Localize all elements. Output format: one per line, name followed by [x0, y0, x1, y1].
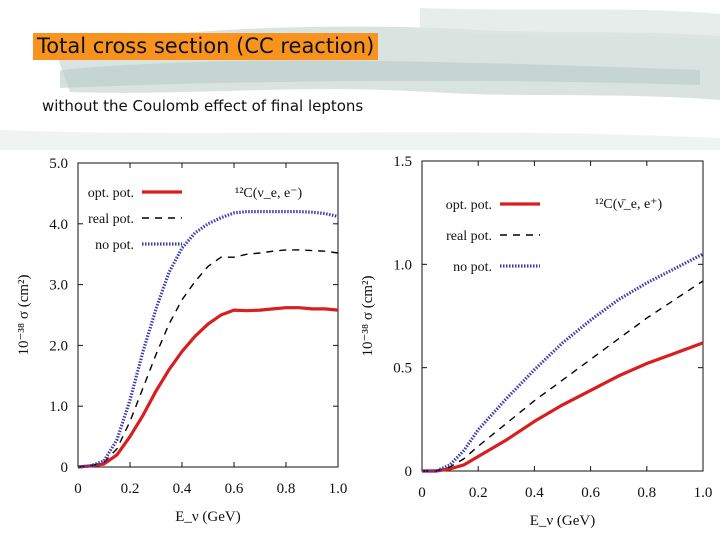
legend-label: opt. pot.	[88, 186, 134, 201]
y-tick-label: 0.5	[393, 361, 412, 377]
series-line-dotted	[422, 252, 704, 473]
x-axis-label: E_ν (GeV)	[175, 509, 241, 525]
x-tick-label: 0.2	[121, 481, 140, 497]
x-tick-label: 0.8	[277, 481, 296, 497]
y-axis-label: 10⁻³⁸ σ (cm²)	[360, 275, 376, 356]
series-line-dotted	[77, 210, 339, 469]
x-tick-label: 0.2	[469, 485, 488, 501]
y-tick-label: 5.0	[49, 156, 68, 172]
reaction-label: ¹²C(ν̄_e, e⁺)	[595, 197, 663, 212]
y-tick-label: 1.0	[393, 257, 412, 273]
x-tick-label: 0	[418, 485, 426, 501]
x-tick-label: 0.8	[637, 485, 656, 501]
x-tick-label: 0	[74, 481, 82, 497]
legend-label: no pot.	[95, 238, 134, 253]
y-tick-label: 2.0	[49, 338, 68, 354]
legend-label: no pot.	[453, 260, 492, 275]
reaction-label: ¹²C(ν_e, e⁻)	[235, 186, 303, 201]
x-tick-label: 1.0	[329, 481, 348, 497]
y-tick-label: 3.0	[49, 278, 68, 294]
series-line-solid	[422, 341, 704, 473]
y-tick-label: 1.0	[49, 399, 68, 415]
x-tick-label: 0.4	[525, 485, 544, 501]
slide-subtitle: without the Coulomb effect of final lept…	[42, 97, 364, 115]
y-axis-label: 10⁻³⁸ σ (cm²)	[16, 274, 32, 355]
x-tick-label: 1.0	[694, 485, 713, 501]
slide-title: Total cross section (CC reaction)	[33, 33, 379, 60]
legend-label: real pot.	[446, 229, 492, 244]
series-line-dashed	[422, 280, 704, 472]
x-axis-label: E_ν (GeV)	[530, 513, 596, 529]
y-tick-label: 4.0	[49, 217, 68, 233]
series-line-dashed	[77, 249, 339, 468]
legend-label: opt. pot.	[446, 198, 492, 213]
series-line-solid	[77, 306, 339, 469]
legend-label: real pot.	[88, 212, 134, 227]
chart-panel-right: 0 0.2 0.4 0.6 0.8 1.0 0 0.5 1.0 1.5 E_ν (GeV) 10⁻³⁸…	[360, 154, 712, 529]
plot-frame	[77, 162, 339, 468]
y-tick-label: 0	[61, 460, 69, 476]
x-tick-label: 0.4	[173, 481, 192, 497]
x-tick-label: 0.6	[225, 481, 244, 497]
chart-panel-left: 0 0.2 0.4 0.6 0.8 1.0 0 1.0 2.0 3.0 4.0 5.0 E_ν (GeV…	[16, 156, 347, 525]
plot-frame	[421, 160, 704, 472]
y-tick-label: 0	[405, 464, 413, 480]
y-tick-label: 1.5	[393, 154, 412, 170]
x-tick-label: 0.6	[581, 485, 600, 501]
